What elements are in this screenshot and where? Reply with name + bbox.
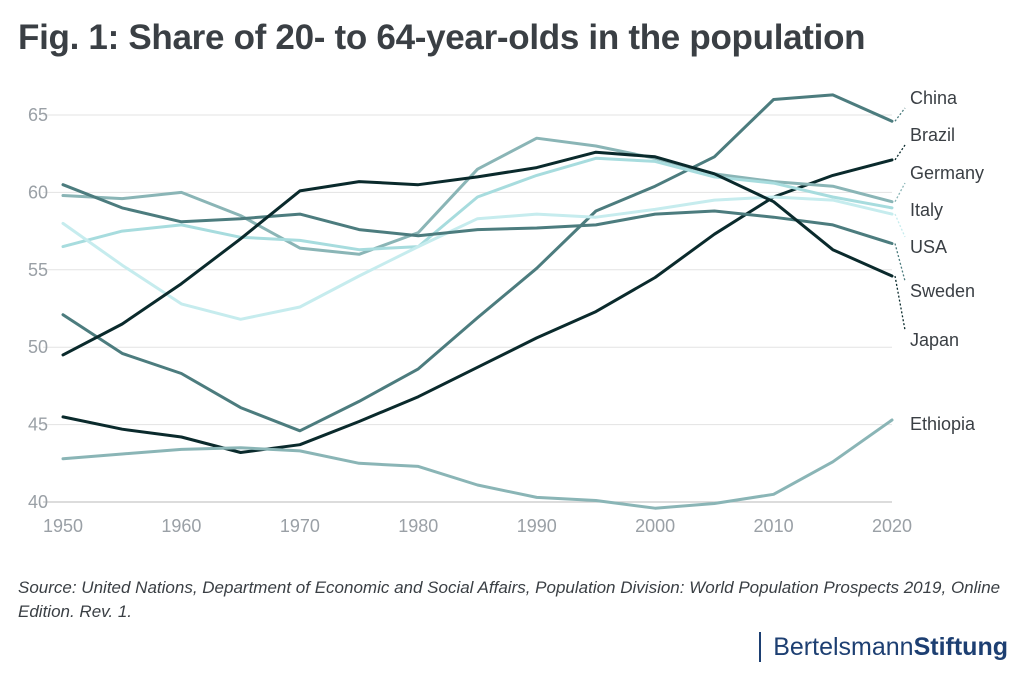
series-line-usa <box>61 195 894 321</box>
x-tick-1980: 1980 <box>398 516 438 536</box>
gridlines <box>43 114 892 503</box>
series-label-china: China <box>910 88 958 108</box>
leader-germany <box>894 182 906 202</box>
series-line-ethiopia <box>61 418 894 510</box>
series-line-china <box>61 93 894 433</box>
series-label-sweden: Sweden <box>910 281 975 301</box>
y-tick-55: 55 <box>28 260 48 280</box>
line-chart: 40 45 50 55 60 65 1950 1960 1970 1980 1990 2000 201… <box>28 88 984 536</box>
y-tick-65: 65 <box>28 105 48 125</box>
series-label-brazil: Brazil <box>910 125 955 145</box>
y-tick-50: 50 <box>28 337 48 357</box>
x-tick-2020: 2020 <box>872 516 912 536</box>
series-line-germany <box>61 136 894 256</box>
series-label-germany: Germany <box>910 163 984 183</box>
x-axis-ticks: 1950 1960 1970 1980 1990 2000 2010 2020 <box>43 516 912 536</box>
x-tick-2010: 2010 <box>754 516 794 536</box>
leader-usa <box>894 213 906 238</box>
series-label-italy: Italy <box>910 200 943 220</box>
y-tick-60: 60 <box>28 182 48 202</box>
series-line-sweden <box>61 183 894 245</box>
logo-divider <box>759 632 762 662</box>
x-tick-1960: 1960 <box>161 516 201 536</box>
leader-sweden <box>894 243 906 282</box>
source-note: Source: United Nations, Department of Ec… <box>18 578 1001 621</box>
x-tick-2000: 2000 <box>635 516 675 536</box>
label-leaders <box>894 107 906 331</box>
series-line-italy <box>61 156 894 252</box>
x-tick-1950: 1950 <box>43 516 83 536</box>
chart-title: Fig. 1: Share of 20- to 64-year-olds in … <box>18 18 866 57</box>
y-tick-45: 45 <box>28 415 48 435</box>
y-tick-40: 40 <box>28 492 48 512</box>
series-labels: China Brazil Germany Italy USA Sweden Japan Eth… <box>910 88 984 434</box>
series-label-usa: USA <box>910 237 947 257</box>
y-axis-ticks: 40 45 50 55 60 65 <box>28 105 48 512</box>
series-label-japan: Japan <box>910 330 959 350</box>
series-label-ethiopia: Ethiopia <box>910 414 976 434</box>
bertelsmann-stiftung-logo: Bertelsmann Stiftung <box>759 632 1008 662</box>
x-tick-1990: 1990 <box>517 516 557 536</box>
series-line-brazil <box>61 158 894 454</box>
series-line-japan <box>61 150 894 357</box>
leader-japan <box>894 275 906 331</box>
series-lines <box>61 93 894 510</box>
leader-china <box>894 107 906 122</box>
logo-text-bold: Stiftung <box>913 632 1008 661</box>
x-tick-1970: 1970 <box>280 516 320 536</box>
leader-brazil <box>894 144 906 161</box>
logo-text-light: Bertelsmann <box>773 632 914 661</box>
